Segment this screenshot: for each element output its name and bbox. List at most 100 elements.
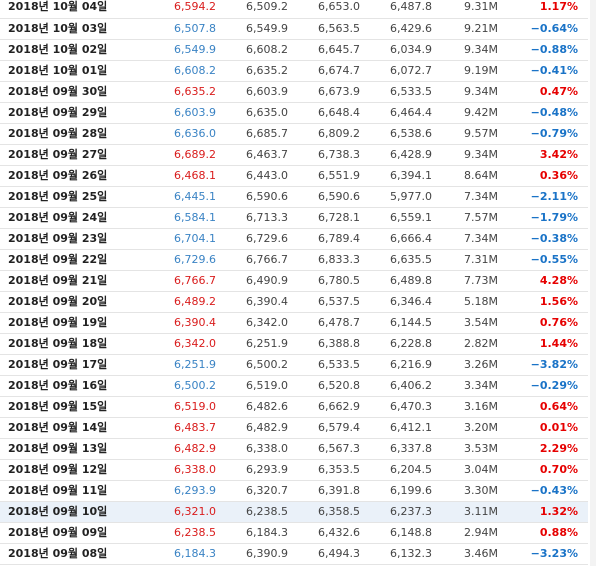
open-cell: 6,390.9 <box>222 543 294 565</box>
high-cell: 6,391.8 <box>294 480 366 502</box>
low-cell: 6,144.5 <box>366 312 438 334</box>
high-cell: 6,567.3 <box>294 438 366 460</box>
change-percent-cell: 0.70% <box>504 459 588 481</box>
change-percent-cell: −0.88% <box>504 39 588 61</box>
table-row[interactable]: 2018년 09월 29일 6,603.9 6,635.0 6,648.4 6,464.… <box>0 102 588 124</box>
table-row[interactable]: 2018년 09월 18일 6,342.0 6,251.9 6,388.8 6,228.… <box>0 333 588 355</box>
high-cell: 6,728.1 <box>294 207 366 229</box>
change-percent-cell: 4.28% <box>504 270 588 292</box>
table-row[interactable]: 2018년 09월 27일 6,689.2 6,463.7 6,738.3 6,428.… <box>0 144 588 166</box>
table-row[interactable]: 2018년 09월 12일 6,338.0 6,293.9 6,353.5 6,204.… <box>0 459 588 481</box>
change-percent-cell: −0.29% <box>504 375 588 397</box>
table-row[interactable]: 2018년 09월 21일 6,766.7 6,490.9 6,780.5 6,489.… <box>0 270 588 292</box>
low-cell: 6,394.1 <box>366 165 438 187</box>
volume-cell: 9.34M <box>438 39 504 61</box>
open-cell: 6,490.9 <box>222 270 294 292</box>
table-row[interactable]: 2018년 09월 10일 6,321.0 6,238.5 6,358.5 6,237.… <box>0 501 588 523</box>
table-row[interactable]: 2018년 10월 04일 6,594.2 6,509.2 6,653.0 6,487.… <box>0 0 588 19</box>
date-cell: 2018년 09월 22일 <box>0 249 126 271</box>
table-row[interactable]: 2018년 09월 24일 6,584.1 6,713.3 6,728.1 6,559.… <box>0 207 588 229</box>
price-cell: 6,766.7 <box>126 270 222 292</box>
open-cell: 6,729.6 <box>222 228 294 250</box>
change-percent-cell: 2.29% <box>504 438 588 460</box>
high-cell: 6,533.5 <box>294 354 366 376</box>
table-row[interactable]: 2018년 09월 19일 6,390.4 6,342.0 6,478.7 6,144.… <box>0 312 588 334</box>
price-cell: 6,635.2 <box>126 81 222 103</box>
high-cell: 6,432.6 <box>294 522 366 544</box>
table-row[interactable]: 2018년 09월 14일 6,483.7 6,482.9 6,579.4 6,412.… <box>0 417 588 439</box>
high-cell: 6,590.6 <box>294 186 366 208</box>
open-cell: 6,184.3 <box>222 522 294 544</box>
open-cell: 6,590.6 <box>222 186 294 208</box>
low-cell: 6,346.4 <box>366 291 438 313</box>
change-percent-cell: 1.17% <box>504 0 588 19</box>
open-cell: 6,766.7 <box>222 249 294 271</box>
change-percent-cell: −3.23% <box>504 543 588 565</box>
table-row[interactable]: 2018년 09월 20일 6,489.2 6,390.4 6,537.5 6,346.… <box>0 291 588 313</box>
open-cell: 6,482.9 <box>222 417 294 439</box>
volume-cell: 7.73M <box>438 270 504 292</box>
date-cell: 2018년 10월 01일 <box>0 60 126 82</box>
date-cell: 2018년 09월 14일 <box>0 417 126 439</box>
price-cell: 6,519.0 <box>126 396 222 418</box>
open-cell: 6,635.0 <box>222 102 294 124</box>
table-row[interactable]: 2018년 09월 28일 6,636.0 6,685.7 6,809.2 6,538.… <box>0 123 588 145</box>
low-cell: 6,635.5 <box>366 249 438 271</box>
date-cell: 2018년 09월 13일 <box>0 438 126 460</box>
low-cell: 6,559.1 <box>366 207 438 229</box>
open-cell: 6,603.9 <box>222 81 294 103</box>
open-cell: 6,713.3 <box>222 207 294 229</box>
open-cell: 6,320.7 <box>222 480 294 502</box>
volume-cell: 9.34M <box>438 81 504 103</box>
low-cell: 6,666.4 <box>366 228 438 250</box>
table-row[interactable]: 2018년 09월 16일 6,500.2 6,519.0 6,520.8 6,406.… <box>0 375 588 397</box>
low-cell: 6,132.3 <box>366 543 438 565</box>
vertical-scrollbar[interactable] <box>590 0 596 566</box>
high-cell: 6,673.9 <box>294 81 366 103</box>
price-cell: 6,251.9 <box>126 354 222 376</box>
table-row[interactable]: 2018년 10월 02일 6,549.9 6,608.2 6,645.7 6,034.… <box>0 39 588 61</box>
table-row[interactable]: 2018년 10월 01일 6,608.2 6,635.2 6,674.7 6,072.… <box>0 60 588 82</box>
price-cell: 6,293.9 <box>126 480 222 502</box>
low-cell: 6,533.5 <box>366 81 438 103</box>
low-cell: 6,487.8 <box>366 0 438 19</box>
open-cell: 6,238.5 <box>222 501 294 523</box>
low-cell: 6,412.1 <box>366 417 438 439</box>
volume-cell: 7.31M <box>438 249 504 271</box>
change-percent-cell: −0.55% <box>504 249 588 271</box>
table-row[interactable]: 2018년 09월 26일 6,468.1 6,443.0 6,551.9 6,394.… <box>0 165 588 187</box>
date-cell: 2018년 09월 20일 <box>0 291 126 313</box>
change-percent-cell: 1.56% <box>504 291 588 313</box>
low-cell: 6,429.6 <box>366 18 438 40</box>
open-cell: 6,293.9 <box>222 459 294 481</box>
date-cell: 2018년 09월 16일 <box>0 375 126 397</box>
date-cell: 2018년 09월 25일 <box>0 186 126 208</box>
price-cell: 6,729.6 <box>126 249 222 271</box>
table-row[interactable]: 2018년 09월 08일 6,184.3 6,390.9 6,494.3 6,132.… <box>0 543 588 565</box>
table-row[interactable]: 2018년 09월 22일 6,729.6 6,766.7 6,833.3 6,635.… <box>0 249 588 271</box>
volume-cell: 9.42M <box>438 102 504 124</box>
date-cell: 2018년 09월 26일 <box>0 165 126 187</box>
table-row[interactable]: 2018년 10월 03일 6,507.8 6,549.9 6,563.5 6,429.… <box>0 18 588 40</box>
date-cell: 2018년 09월 18일 <box>0 333 126 355</box>
table-row[interactable]: 2018년 09월 09일 6,238.5 6,184.3 6,432.6 6,148.… <box>0 522 588 544</box>
table-row[interactable]: 2018년 09월 17일 6,251.9 6,500.2 6,533.5 6,216.… <box>0 354 588 376</box>
low-cell: 6,470.3 <box>366 396 438 418</box>
table-row[interactable]: 2018년 09월 25일 6,445.1 6,590.6 6,590.6 5,977.… <box>0 186 588 208</box>
table-row[interactable]: 2018년 09월 13일 6,482.9 6,338.0 6,567.3 6,337.… <box>0 438 588 460</box>
date-cell: 2018년 10월 02일 <box>0 39 126 61</box>
change-percent-cell: −0.79% <box>504 123 588 145</box>
table-row[interactable]: 2018년 09월 15일 6,519.0 6,482.6 6,662.9 6,470.… <box>0 396 588 418</box>
date-cell: 2018년 09월 30일 <box>0 81 126 103</box>
date-cell: 2018년 09월 08일 <box>0 543 126 565</box>
date-cell: 2018년 09월 11일 <box>0 480 126 502</box>
table-row[interactable]: 2018년 09월 11일 6,293.9 6,320.7 6,391.8 6,199.… <box>0 480 588 502</box>
price-cell: 6,468.1 <box>126 165 222 187</box>
table-row[interactable]: 2018년 09월 23일 6,704.1 6,729.6 6,789.4 6,666.… <box>0 228 588 250</box>
table-row[interactable]: 2018년 09월 30일 6,635.2 6,603.9 6,673.9 6,533.… <box>0 81 588 103</box>
price-cell: 6,603.9 <box>126 102 222 124</box>
volume-cell: 3.20M <box>438 417 504 439</box>
